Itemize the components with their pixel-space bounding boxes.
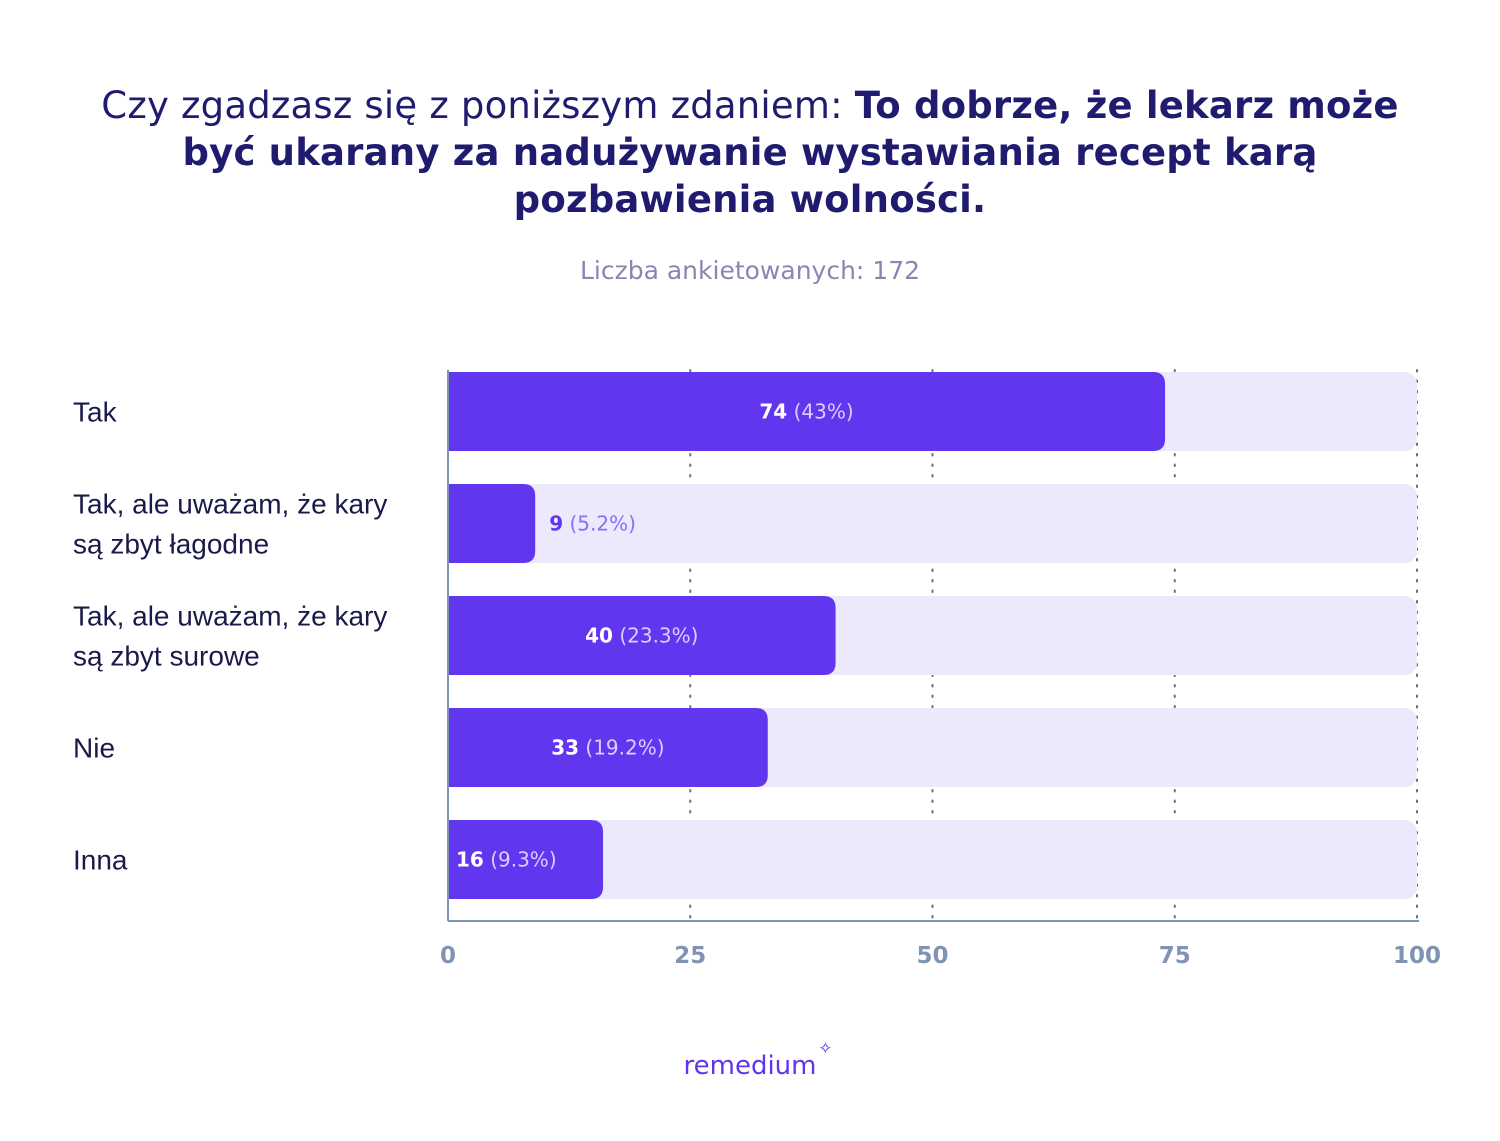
category-label: Inna (73, 845, 128, 876)
x-tick-label: 0 (440, 943, 456, 969)
category-label: są zbyt łagodne (73, 529, 269, 560)
bar-value-count: 9 (549, 512, 563, 536)
bar-value-percent: (9.3%) (484, 848, 557, 872)
x-tick-label: 25 (674, 943, 706, 969)
bar-value-percent: (43%) (787, 400, 853, 424)
bar-value-count: 74 (759, 400, 787, 424)
bar (448, 596, 836, 675)
brand-wordmark: remedium (683, 1051, 817, 1081)
bar-track (448, 820, 1417, 899)
x-tick-label: 75 (1159, 943, 1191, 969)
chart-title-statement: To dobrze, że lekarz może być ukarany za… (182, 84, 1399, 221)
chart-title: Czy zgadzasz się z poniższym zdaniem: To… (60, 82, 1440, 223)
bar (448, 708, 768, 787)
brand-logo: remedium ✧ (0, 1039, 1500, 1081)
bar-value-label: 40 (23.3%) (585, 624, 698, 648)
bar-value-count: 33 (551, 736, 579, 760)
bar-value-count: 40 (585, 624, 613, 648)
bar-value-percent: (5.2%) (563, 512, 636, 536)
category-label: są zbyt surowe (73, 641, 260, 672)
bar-value-percent: (19.2%) (579, 736, 665, 760)
bar-value-count: 16 (456, 848, 484, 872)
bar (448, 484, 536, 563)
bar (448, 820, 604, 899)
bar-value-label: 74 (43%) (759, 400, 853, 424)
bar-value-percent: (23.3%) (613, 624, 699, 648)
sparkle-icon: ✧ (818, 1039, 833, 1059)
bar-value-label: 16 (9.3%) (456, 848, 557, 872)
chart-subtitle: Liczba ankietowanych: 172 (579, 256, 921, 285)
category-label: Nie (73, 733, 115, 764)
brand-name: remedium ✧ (683, 1039, 833, 1081)
x-tick-label: 100 (1393, 943, 1441, 969)
category-label: Tak, ale uważam, że kary (73, 489, 387, 520)
bar (448, 372, 1166, 451)
x-tick-label: 50 (916, 943, 948, 969)
bar-value-label: 33 (19.2%) (551, 736, 664, 760)
category-label: Tak, ale uważam, że kary (73, 601, 387, 632)
bar-track (448, 484, 1417, 563)
bar-value-label: 9 (5.2%) (549, 512, 636, 536)
category-label: Tak (73, 397, 118, 428)
chart-title-question: Czy zgadzasz się z poniższym zdaniem: (101, 84, 855, 127)
